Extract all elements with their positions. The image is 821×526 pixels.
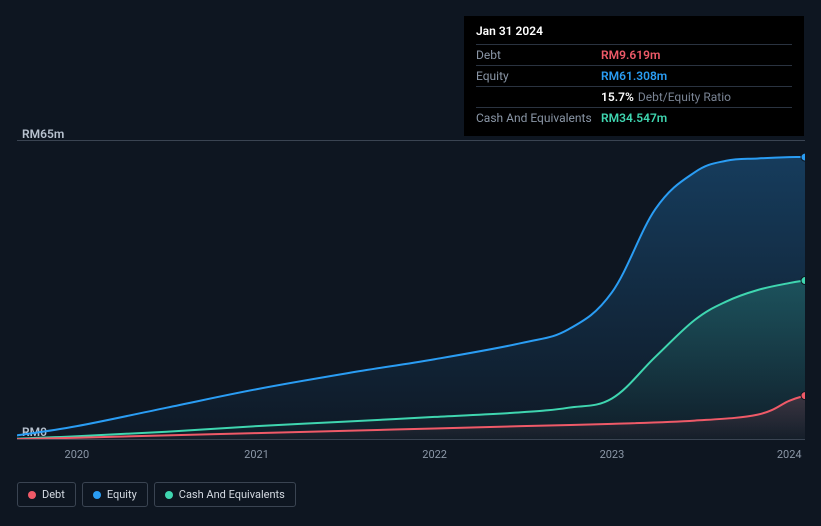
tooltip-row-label: Equity [476, 69, 601, 83]
legend-item-label: Cash And Equivalents [179, 488, 285, 501]
tooltip-row: 15.7%Debt/Equity Ratio [476, 86, 792, 107]
x-axis-tick: 2023 [600, 448, 625, 461]
legend-item-label: Debt [42, 488, 65, 501]
legend-dot-icon [165, 491, 173, 499]
tooltip-date: Jan 31 2024 [476, 24, 792, 38]
chart-area [17, 140, 805, 440]
series-end-marker [801, 392, 805, 400]
legend-item[interactable]: Debt [17, 482, 76, 507]
chart-tooltip: Jan 31 2024 DebtRM9.619mEquityRM61.308m1… [464, 16, 804, 136]
tooltip-row-label [476, 90, 601, 104]
tooltip-row-label: Cash And Equivalents [476, 111, 601, 125]
tooltip-row-value: RM9.619m [601, 48, 660, 62]
tooltip-row-value: RM61.308m [601, 69, 667, 83]
chart-legend: Debt Equity Cash And Equivalents [17, 482, 296, 507]
series-end-marker [801, 153, 805, 161]
legend-item-label: Equity [107, 488, 137, 501]
y-axis-max-label: RM65m [22, 127, 64, 141]
tooltip-row-value: RM34.547m [601, 111, 667, 125]
legend-item[interactable]: Cash And Equivalents [154, 482, 296, 507]
tooltip-ratio: 15.7%Debt/Equity Ratio [601, 90, 731, 104]
x-axis-tick: 2020 [65, 448, 90, 461]
tooltip-row: Cash And EquivalentsRM34.547m [476, 107, 792, 128]
legend-dot-icon [28, 491, 36, 499]
tooltip-row: EquityRM61.308m [476, 65, 792, 86]
area-chart-svg [17, 140, 805, 440]
x-axis: 2020 2021 2022 2023 2024 [17, 448, 805, 466]
tooltip-row: DebtRM9.619m [476, 44, 792, 65]
legend-dot-icon [93, 491, 101, 499]
x-axis-tick: 2021 [244, 448, 269, 461]
x-axis-tick: 2024 [777, 448, 802, 461]
series-end-marker [801, 277, 805, 285]
x-axis-tick: 2022 [422, 448, 447, 461]
legend-item[interactable]: Equity [82, 482, 148, 507]
tooltip-row-label: Debt [476, 48, 601, 62]
